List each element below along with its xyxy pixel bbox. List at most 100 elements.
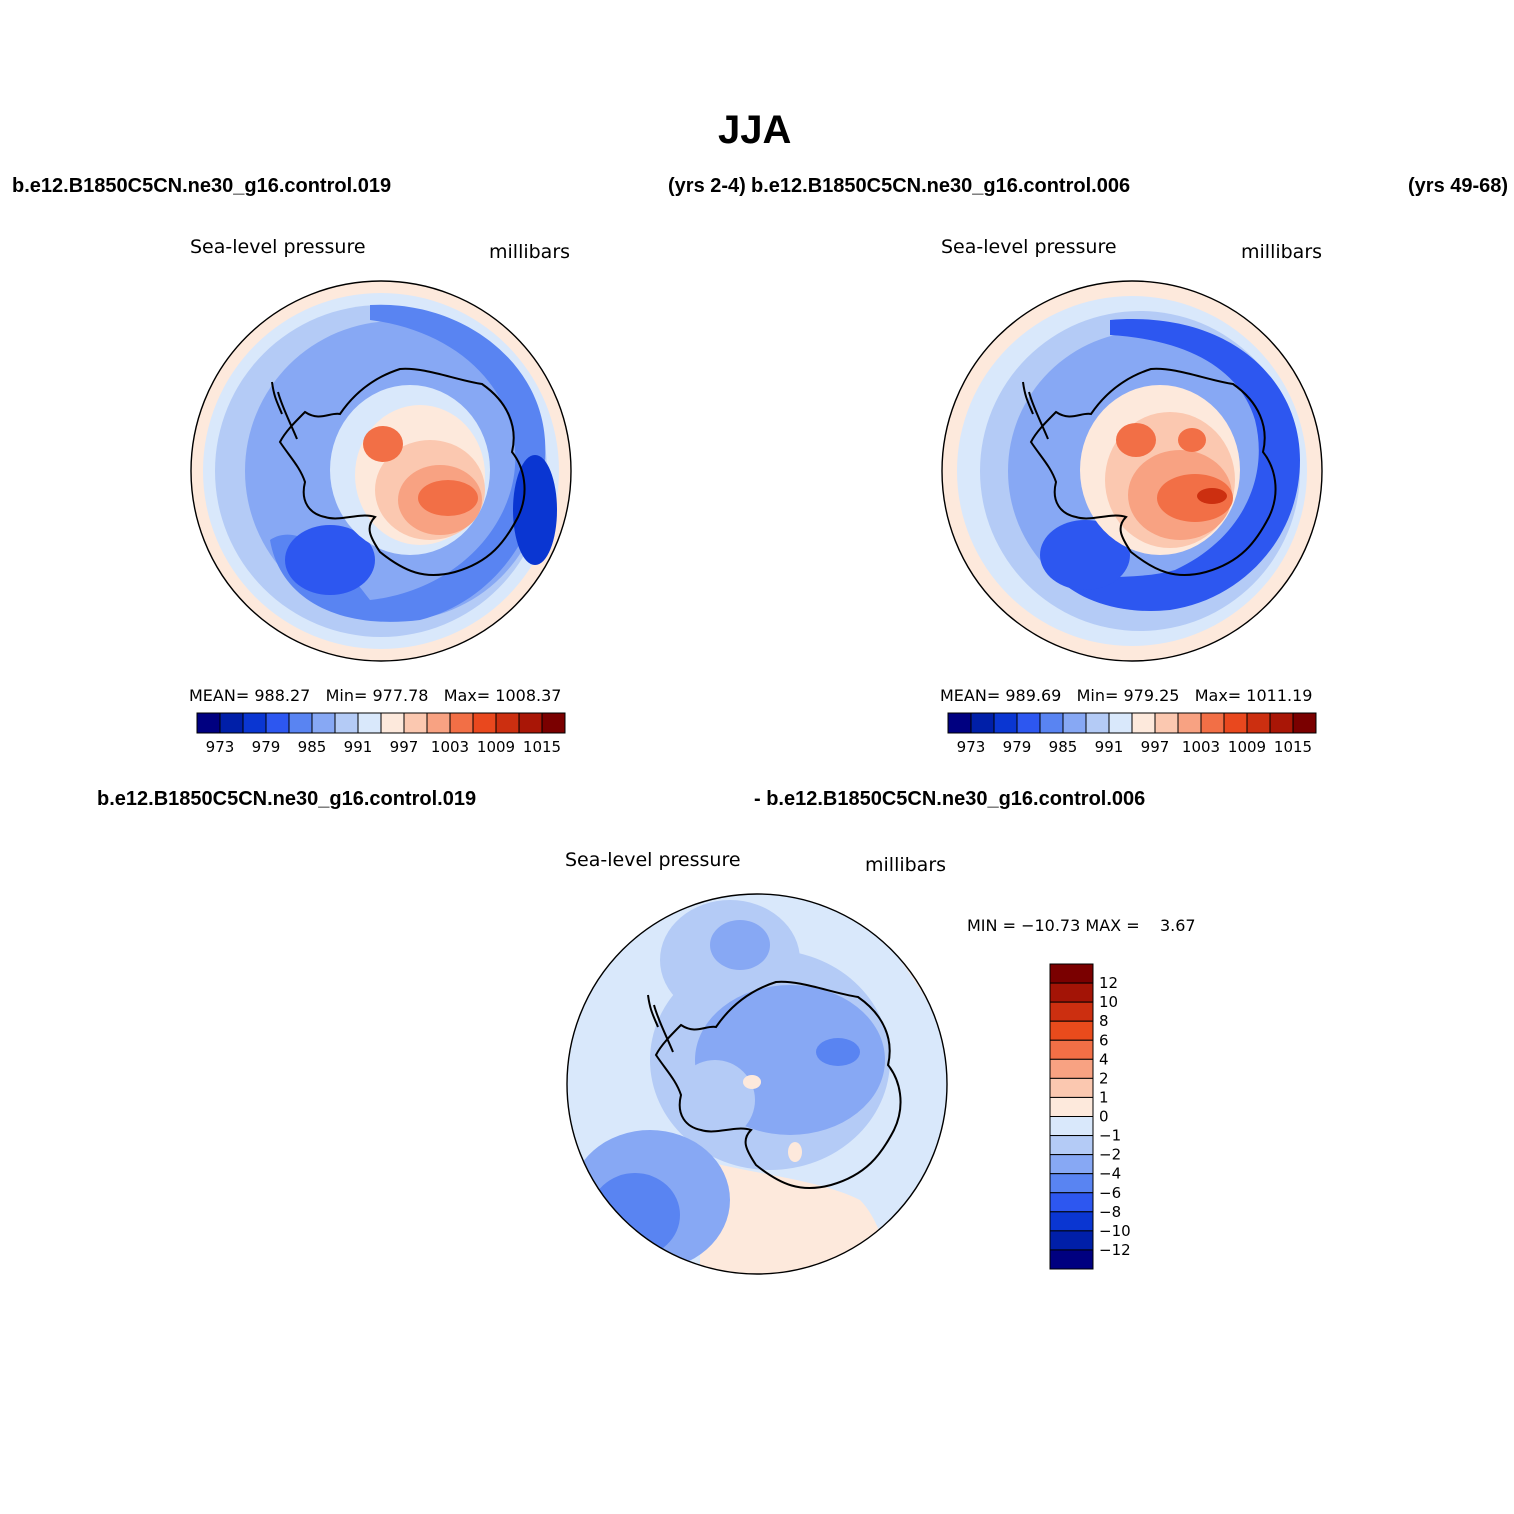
panel3-colorbar-tick-label: 12 [1099,974,1118,992]
diff-case-label-right: - b.e12.B1850C5CN.ne30_g16.control.006 [754,788,1146,810]
panel2-low-ring [1060,319,1300,611]
panel1-variable: Sea-level pressure [190,236,366,258]
panel2-max-value: 1011.19 [1246,686,1313,705]
panel3-colorbar-tick-label: 1 [1099,1088,1109,1106]
panel3-fill-neg2-peninsula [675,1060,755,1140]
panel1-colorbar-tick-label: 979 [252,738,281,756]
panel3-units: millibars [865,854,947,876]
panel3-stats: MIN = −10.73 MAX = 3.67 [967,916,1196,935]
panel1-max-label: Max= [443,686,491,705]
panel2-colorbar-box-5 [1062,712,1087,734]
panel1-low-ring [270,304,546,622]
panel2-colorbar-box-13 [1246,712,1271,734]
diff-case-label-left: b.e12.B1850C5CN.ne30_g16.control.019 [97,788,477,810]
panel1-map-border [190,280,572,662]
panel2-colorbar-box-10 [1177,712,1202,734]
panel2-low-cell-west [1040,520,1130,590]
years-label-right: (yrs 49-68) [1408,175,1509,197]
panel1-mean-label: MEAN= [189,686,250,705]
panel1-low-cell-east [513,455,557,565]
panel3-min-label: MIN = [967,916,1016,935]
panel2-colorbar-box-12 [1223,712,1248,734]
panel1-stats: MEAN= 988.27 Min= 977.78 Max= 1008.37 [189,686,561,705]
panel3-colorbar-tick-label: 10 [1099,993,1118,1011]
panel2-colorbar-box-6 [1085,712,1110,734]
panel1-min-value: 977.78 [372,686,429,705]
panel2-colorbar-box-1 [970,712,995,734]
panel2-colorbar-tick-label: 985 [1049,738,1078,756]
panel3-positive-center [743,1075,761,1089]
panel1-min-label: Min= [325,686,368,705]
panel3-colorbar-box-15 [1049,1249,1094,1270]
panel2-min-label: Min= [1076,686,1119,705]
panel2-max-label: Max= [1194,686,1242,705]
panel1-colorbar-tick-label: 973 [206,738,235,756]
panel2-colorbar-box-9 [1154,712,1179,734]
case-label-left: b.e12.B1850C5CN.ne30_g16.control.019 [12,175,392,197]
panel1-colorbar-box-3 [265,712,290,734]
panel3-max-value: 3.67 [1159,916,1196,935]
panel3-colorbar-box-2 [1049,1001,1094,1022]
panel3-map [566,893,948,1275]
panel2-colorbar-box-8 [1131,712,1156,734]
panel3-positive-north [567,894,640,940]
panel1-high-center [418,480,478,516]
panel3-max-label: MAX = [1085,916,1140,935]
years-label-left: (yrs 2-4) [668,175,746,197]
panel1-colorbar-box-2 [242,712,267,734]
panel2-units: millibars [1241,241,1323,263]
panel3-colorbar-box-7 [1049,1096,1094,1117]
panel2-high-center [1197,488,1227,504]
panel3-fill-neg6 [590,1173,680,1257]
panel3-colorbar-box-8 [1049,1116,1094,1137]
panel3-colorbar-box-6 [1049,1077,1094,1098]
panel3-colorbar-tick-label: −4 [1099,1165,1121,1183]
panel2-colorbar-tick-label: 973 [957,738,986,756]
panel1-colorbar-tick-label: 991 [344,738,373,756]
panel1-colorbar-box-0 [196,712,221,734]
panel3-fill-neg6-east [816,1038,860,1066]
panel1-max-value: 1008.37 [495,686,562,705]
panel3-colorbar-tick-label: −12 [1099,1241,1131,1259]
panel3-colorbar-box-3 [1049,1020,1094,1041]
panel2-colorbar-tick-label: 1009 [1228,738,1266,756]
panel1-colorbar-box-12 [472,712,497,734]
panel3-colorbar-tick-label: −2 [1099,1146,1121,1164]
panel3-colorbar-box-13 [1049,1211,1094,1232]
panel2-colorbar-box-11 [1200,712,1225,734]
panel1-colorbar-box-4 [288,712,313,734]
panel3-colorbar-tick-label: 4 [1099,1050,1109,1068]
panel3-colorbar-box-1 [1049,982,1094,1003]
panel3-colorbar-box-14 [1049,1230,1094,1251]
panel1-colorbar: 973 979 985 991 997 1003 1009 1015 [196,712,566,756]
panel2-map [941,280,1323,662]
panel2-colorbar-box-15 [1292,712,1317,734]
panel3-variable: Sea-level pressure [565,849,741,871]
panel3-fill-neg4-north [710,920,770,970]
panel1-colorbar-box-7 [357,712,382,734]
panel1-colorbar-tick-label: 1015 [523,738,561,756]
panel1-colorbar-box-10 [426,712,451,734]
panel1-colorbar-box-11 [449,712,474,734]
panel2-min-value: 979.25 [1123,686,1180,705]
panel2-colorbar-tick-label: 979 [1003,738,1032,756]
panel2-high-north [1178,428,1206,452]
panel2-colorbar-tick-label: 997 [1141,738,1170,756]
panel1-colorbar-box-8 [380,712,405,734]
panel3-colorbar-box-0 [1049,963,1094,984]
panel2-colorbar-box-4 [1039,712,1064,734]
panel3-colorbar-tick-label: −10 [1099,1222,1131,1240]
panel3-colorbar-tick-label: −6 [1099,1184,1121,1202]
case-label-right: b.e12.B1850C5CN.ne30_g16.control.006 [751,175,1131,197]
panel1-colorbar-tick-label: 997 [390,738,419,756]
panel2-colorbar-tick-label: 1003 [1182,738,1220,756]
panel1-colorbar-tick-label: 985 [298,738,327,756]
panel2-colorbar-box-14 [1269,712,1294,734]
panel2-colorbar-tick-label: 1015 [1274,738,1312,756]
panel1-colorbar-box-15 [541,712,566,734]
panel3-min-value: −10.73 [1021,916,1081,935]
panel3-positive-rossice [788,1142,802,1162]
panel1-high-west [363,426,403,462]
panel1-colorbar-tick-label: 1003 [431,738,469,756]
